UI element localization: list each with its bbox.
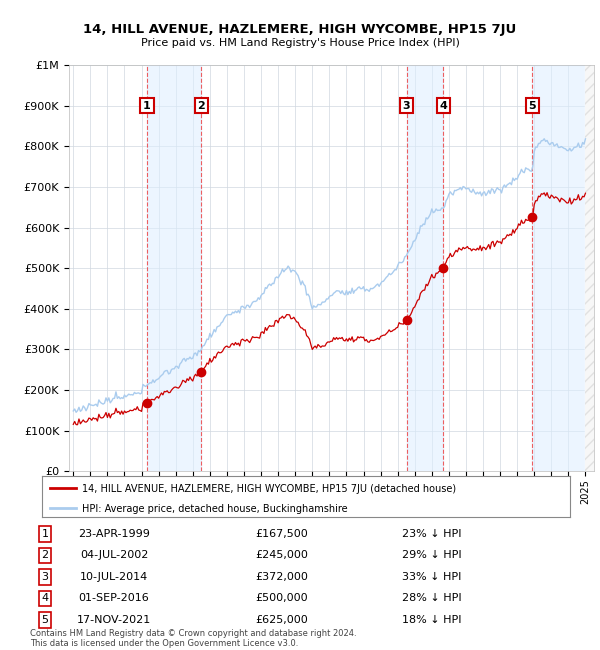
Bar [586,65,594,471]
Text: £500,000: £500,000 [256,593,308,603]
Text: 28% ↓ HPI: 28% ↓ HPI [402,593,461,603]
Bar [532,65,586,471]
Bar [407,65,443,471]
Text: 4: 4 [41,593,49,603]
Text: 18% ↓ HPI: 18% ↓ HPI [402,615,461,625]
Text: 23-APR-1999: 23-APR-1999 [78,529,150,539]
Text: 23% ↓ HPI: 23% ↓ HPI [402,529,461,539]
Text: 2: 2 [41,551,49,560]
Text: 17-NOV-2021: 17-NOV-2021 [77,615,151,625]
Bar [147,65,202,471]
Text: 2: 2 [197,101,205,111]
Text: 3: 3 [41,572,49,582]
Text: 14, HILL AVENUE, HAZLEMERE, HIGH WYCOMBE, HP15 7JU (detached house): 14, HILL AVENUE, HAZLEMERE, HIGH WYCOMBE… [82,484,456,493]
Text: 04-JUL-2002: 04-JUL-2002 [80,551,148,560]
Text: £625,000: £625,000 [256,615,308,625]
Text: £372,000: £372,000 [256,572,308,582]
Text: 3: 3 [403,101,410,111]
Text: 5: 5 [41,615,49,625]
Text: Price paid vs. HM Land Registry's House Price Index (HPI): Price paid vs. HM Land Registry's House … [140,38,460,47]
Text: 1: 1 [41,529,49,539]
Text: 4: 4 [439,101,447,111]
Text: 29% ↓ HPI: 29% ↓ HPI [402,551,461,560]
Text: 14, HILL AVENUE, HAZLEMERE, HIGH WYCOMBE, HP15 7JU: 14, HILL AVENUE, HAZLEMERE, HIGH WYCOMBE… [83,23,517,36]
Text: 01-SEP-2016: 01-SEP-2016 [79,593,149,603]
Text: 1: 1 [143,101,151,111]
Text: £245,000: £245,000 [256,551,308,560]
Text: 5: 5 [529,101,536,111]
Text: Contains HM Land Registry data © Crown copyright and database right 2024.
This d: Contains HM Land Registry data © Crown c… [30,629,356,648]
Text: 10-JUL-2014: 10-JUL-2014 [80,572,148,582]
Text: £167,500: £167,500 [256,529,308,539]
Text: 33% ↓ HPI: 33% ↓ HPI [402,572,461,582]
Text: HPI: Average price, detached house, Buckinghamshire: HPI: Average price, detached house, Buck… [82,504,347,514]
